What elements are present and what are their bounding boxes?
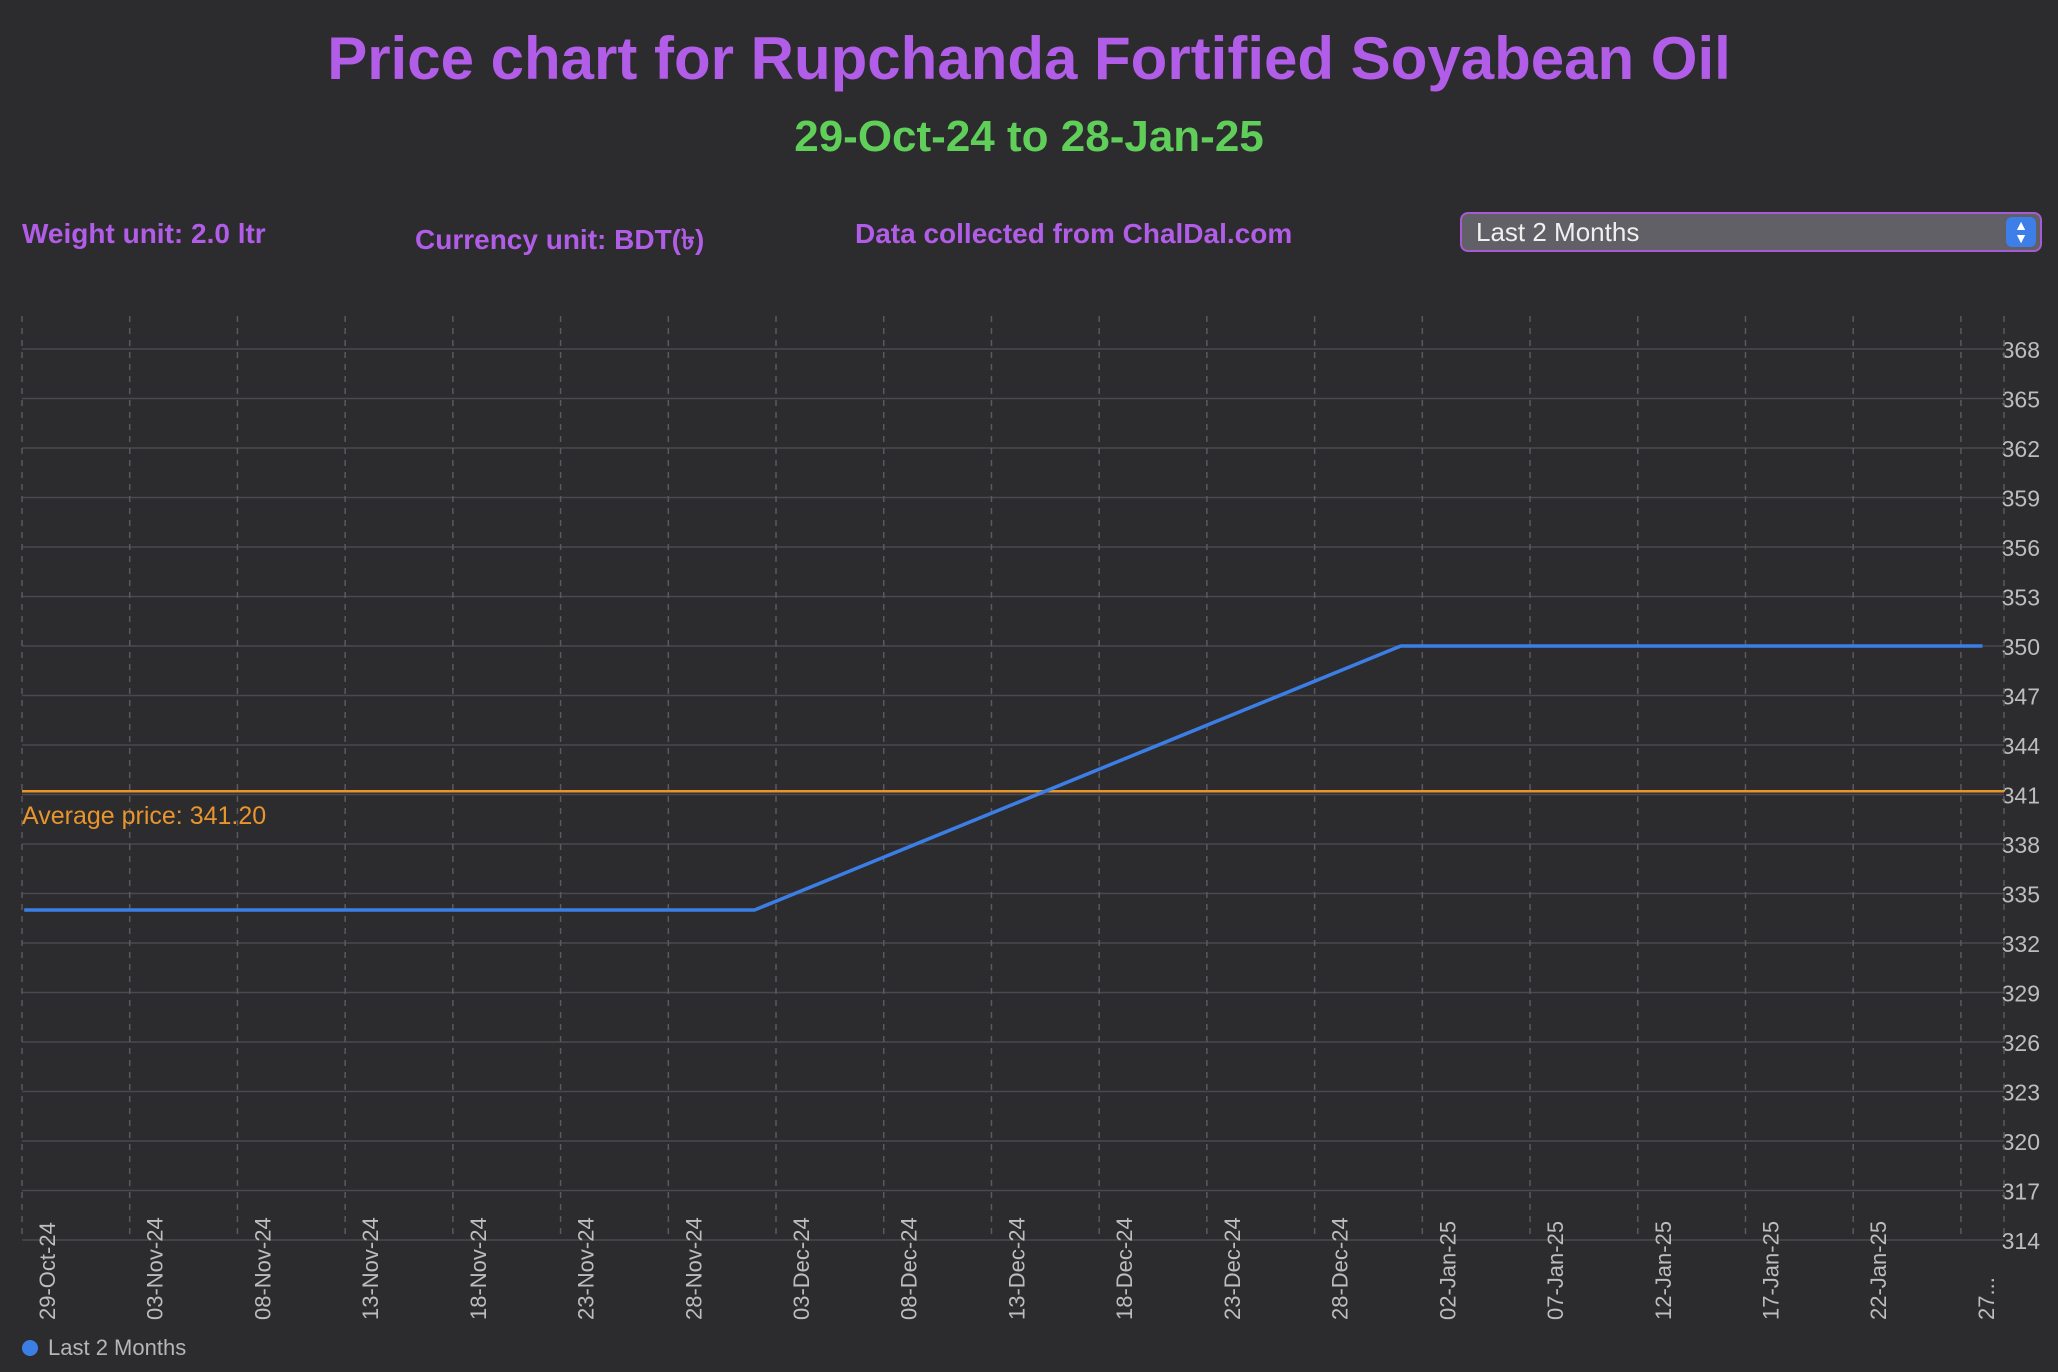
data-source-label: Data collected from ChalDal.com [855,218,1293,249]
y-tick-label: 320 [2002,1129,2040,1155]
y-tick-label: 323 [2002,1080,2040,1106]
y-tick-label: 344 [2002,733,2041,759]
weight-unit-label: Weight unit: 2.0 ltr [22,218,266,249]
date-range-subtitle: 29-Oct-24 to 28-Jan-25 [794,112,1264,161]
average-price-label: Average price: 341.20 [22,802,266,830]
page-title: Price chart for Rupchanda Fortified Soya… [327,25,1731,92]
y-tick-label: 314 [2002,1228,2041,1254]
x-tick-label: 18-Nov-24 [466,1217,491,1320]
y-tick-label: 347 [2002,684,2040,710]
x-tick-label: 22-Jan-25 [1866,1221,1891,1320]
legend-marker-icon [22,1340,38,1356]
y-tick-label: 350 [2002,634,2040,660]
y-tick-label: 317 [2002,1179,2040,1205]
y-tick-label: 341 [2002,783,2040,809]
y-tick-label: 353 [2002,585,2040,611]
x-tick-label: 28-Dec-24 [1328,1217,1353,1320]
range-select-value: Last 2 Months [1476,217,1640,247]
x-tick-label: 13-Dec-24 [1004,1217,1029,1320]
y-tick-label: 332 [2002,931,2040,957]
x-tick-label: 17-Jan-25 [1758,1221,1783,1320]
y-tick-label: 356 [2002,535,2040,561]
x-tick-label: 08-Nov-24 [250,1217,275,1320]
select-arrows-icon[interactable]: ▲ ▼ [2006,217,2036,247]
x-tick-label: 28-Nov-24 [681,1217,706,1320]
legend-label: Last 2 Months [48,1335,187,1360]
chart-legend: Last 2 Months [22,1334,186,1362]
x-tick-label: 23-Nov-24 [574,1217,599,1320]
x-tick-label: 07-Jan-25 [1543,1221,1568,1320]
x-tick-label: 13-Nov-24 [358,1217,383,1320]
x-tick-label: 29-Oct-24 [35,1222,60,1320]
x-tick-label: 12-Jan-25 [1651,1221,1676,1320]
x-tick-label: 18-Dec-24 [1112,1217,1137,1320]
y-tick-label: 326 [2002,1030,2040,1056]
x-tick-label: 03-Dec-24 [789,1217,814,1320]
y-tick-label: 338 [2002,832,2040,858]
x-tick-label: 03-Nov-24 [143,1217,168,1320]
range-select[interactable]: Last 2 Months ▲ ▼ [1460,212,2042,252]
y-tick-label: 329 [2002,981,2040,1007]
y-tick-label: 359 [2002,486,2040,512]
x-tick-label: 08-Dec-24 [897,1217,922,1320]
y-tick-label: 362 [2002,436,2040,462]
currency-unit-label: Currency unit: BDT(৳) [415,224,705,255]
y-tick-label: 368 [2002,337,2040,363]
x-tick-label: 02-Jan-25 [1435,1221,1460,1320]
x-tick-label: 27... [1974,1277,1999,1320]
x-tick-label: 23-Dec-24 [1220,1217,1245,1320]
y-tick-label: 365 [2002,387,2040,413]
price-series-line [24,644,1983,912]
y-tick-label: 335 [2002,882,2040,908]
